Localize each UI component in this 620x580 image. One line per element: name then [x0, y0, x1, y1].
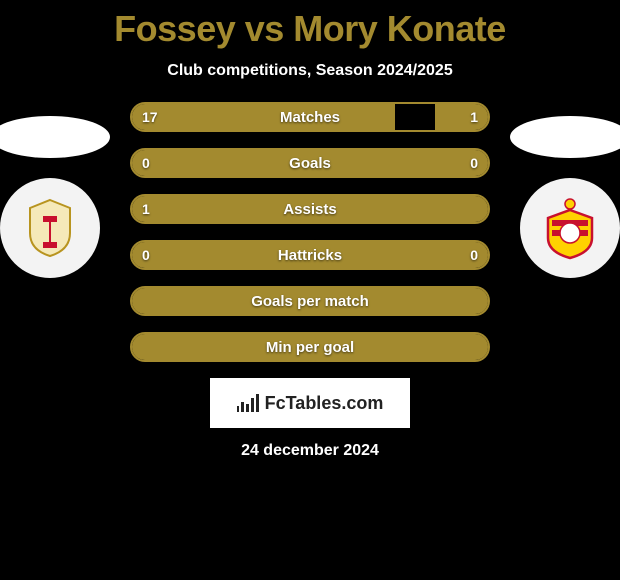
stat-value-right: 1	[470, 109, 478, 125]
logo-text: FcTables.com	[265, 393, 384, 414]
player-right-photo	[510, 116, 620, 158]
stat-value-left: 17	[142, 109, 158, 125]
stat-label: Goals	[289, 155, 331, 172]
stat-label: Goals per match	[251, 293, 369, 310]
crest-left	[25, 198, 75, 258]
stat-row: 17 Matches 1	[130, 102, 490, 132]
stat-row: 1 Assists	[130, 194, 490, 224]
player-right	[510, 116, 620, 278]
stat-row: 0 Hattricks 0	[130, 240, 490, 270]
stat-value-left: 0	[142, 155, 150, 171]
stat-fill-left	[132, 104, 395, 130]
stat-row: 0 Goals 0	[130, 148, 490, 178]
fctables-logo: FcTables.com	[210, 378, 410, 428]
page-title: Fossey vs Mory Konate	[0, 0, 620, 50]
stat-label: Min per goal	[266, 339, 354, 356]
player-left-club-badge	[0, 178, 100, 278]
crest-right	[542, 196, 598, 260]
stat-row: Min per goal	[130, 332, 490, 362]
logo-chart-icon	[237, 394, 259, 412]
stat-row: Goals per match	[130, 286, 490, 316]
stat-value-left: 1	[142, 201, 150, 217]
date-label: 24 december 2024	[0, 442, 620, 460]
stat-label: Matches	[280, 109, 340, 126]
stat-value-right: 0	[470, 155, 478, 171]
stat-label: Assists	[283, 201, 336, 218]
player-left	[0, 116, 110, 278]
subtitle: Club competitions, Season 2024/2025	[0, 62, 620, 80]
player-left-photo	[0, 116, 110, 158]
stat-value-left: 0	[142, 247, 150, 263]
stat-value-right: 0	[470, 247, 478, 263]
stat-fill-right	[435, 104, 488, 130]
player-right-club-badge	[520, 178, 620, 278]
stat-label: Hattricks	[278, 247, 342, 264]
